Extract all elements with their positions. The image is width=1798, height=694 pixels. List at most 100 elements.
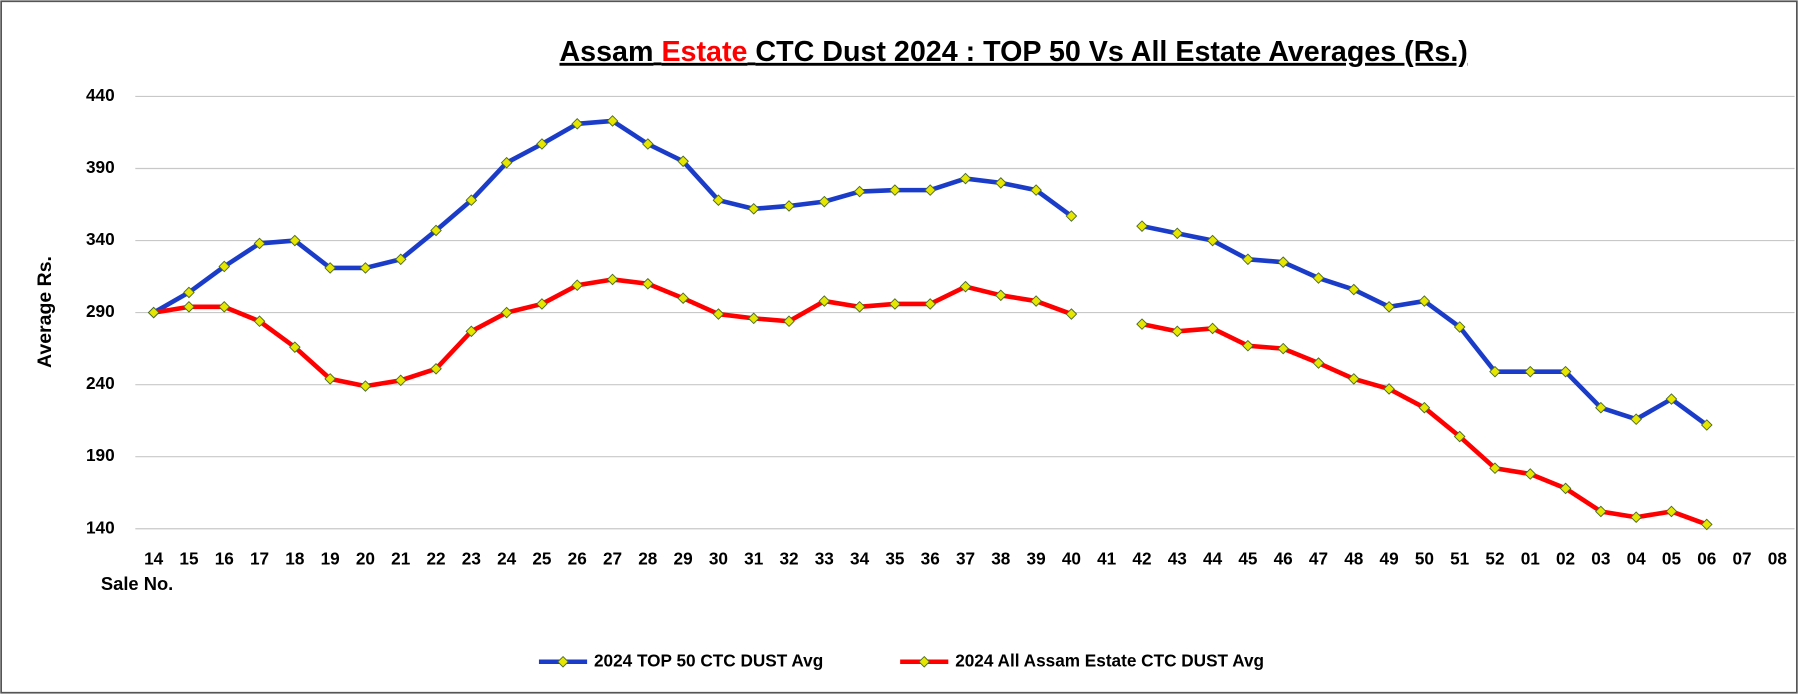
data-point bbox=[1489, 365, 1501, 378]
x-tick-label: 26 bbox=[568, 548, 587, 568]
data-point bbox=[1418, 295, 1431, 307]
data-point bbox=[1489, 462, 1501, 475]
x-tick-label: 08 bbox=[1768, 548, 1788, 568]
data-point bbox=[1065, 210, 1078, 222]
data-point bbox=[1383, 383, 1395, 395]
x-tick-label: 41 bbox=[1097, 548, 1117, 568]
data-point bbox=[394, 253, 407, 266]
data-point bbox=[183, 301, 195, 313]
y-tick-label: 340 bbox=[86, 229, 115, 249]
data-point bbox=[324, 262, 336, 274]
data-point bbox=[1595, 505, 1607, 518]
data-point bbox=[1595, 401, 1607, 414]
data-point bbox=[1700, 419, 1713, 431]
data-point bbox=[1277, 342, 1289, 355]
y-tick-label: 290 bbox=[86, 301, 115, 321]
data-point bbox=[677, 292, 689, 304]
x-tick-label: 48 bbox=[1344, 548, 1364, 568]
data-point bbox=[218, 301, 231, 313]
data-point bbox=[359, 262, 372, 274]
data-point bbox=[218, 260, 231, 273]
data-point bbox=[818, 295, 831, 307]
data-point bbox=[1347, 373, 1360, 385]
data-point bbox=[536, 138, 548, 150]
data-point bbox=[606, 273, 619, 286]
data-point bbox=[1630, 511, 1642, 524]
data-point bbox=[571, 279, 584, 292]
x-tick-label: 18 bbox=[285, 548, 305, 568]
data-point bbox=[1206, 322, 1219, 335]
data-point bbox=[1665, 505, 1678, 518]
x-tick-label: 31 bbox=[744, 548, 764, 568]
x-tick-label: 28 bbox=[638, 548, 658, 568]
data-point bbox=[606, 115, 619, 127]
x-tick-label: 30 bbox=[709, 548, 728, 568]
data-point bbox=[536, 298, 548, 310]
data-point bbox=[465, 194, 478, 207]
data-point bbox=[1171, 325, 1184, 338]
x-tick-label: 45 bbox=[1238, 548, 1258, 568]
x-tick-label: 22 bbox=[426, 548, 445, 568]
x-tick-label: 33 bbox=[815, 548, 834, 568]
data-point bbox=[677, 155, 689, 168]
legend-marker bbox=[557, 655, 569, 668]
x-tick-label: 23 bbox=[462, 548, 481, 568]
data-point bbox=[1524, 365, 1537, 378]
y-tick-label: 440 bbox=[86, 85, 115, 105]
data-point bbox=[430, 362, 442, 375]
data-point bbox=[1136, 220, 1148, 232]
data-point bbox=[994, 289, 1007, 302]
data-point bbox=[1030, 295, 1042, 307]
data-point bbox=[571, 118, 584, 130]
data-point bbox=[712, 308, 725, 320]
title-part: CTC Dust 2024 : TOP 50 Vs All Estate Ave… bbox=[755, 35, 1467, 67]
data-point bbox=[783, 200, 795, 212]
x-tick-label: 43 bbox=[1168, 548, 1187, 568]
x-tick-label: 39 bbox=[1027, 548, 1046, 568]
y-tick-label: 190 bbox=[86, 445, 115, 465]
x-tick-label: 25 bbox=[532, 548, 552, 568]
x-tick-label: 21 bbox=[391, 548, 411, 568]
x-tick-label: 40 bbox=[1062, 548, 1081, 568]
data-point bbox=[818, 195, 831, 208]
title-highlight: Estate bbox=[661, 35, 747, 67]
data-point bbox=[1453, 321, 1466, 333]
legend-label: 2024 TOP 50 CTC DUST Avg bbox=[594, 650, 823, 670]
data-point bbox=[1453, 430, 1466, 443]
x-tick-label: 44 bbox=[1203, 548, 1223, 568]
data-point bbox=[994, 177, 1007, 189]
data-point bbox=[783, 315, 795, 328]
data-point bbox=[1700, 518, 1713, 531]
x-tick-label: 27 bbox=[603, 548, 622, 568]
legend-item: 2024 All Assam Estate CTC DUST Avg bbox=[900, 650, 1264, 670]
data-point bbox=[747, 312, 760, 325]
data-point bbox=[712, 194, 725, 207]
x-tick-label: 01 bbox=[1521, 548, 1541, 568]
data-point bbox=[924, 184, 937, 196]
data-point bbox=[1242, 339, 1254, 352]
data-point bbox=[183, 286, 195, 299]
x-tick-label: 32 bbox=[779, 548, 798, 568]
data-point bbox=[924, 298, 937, 310]
x-tick-label: 52 bbox=[1485, 548, 1504, 568]
data-point bbox=[1665, 393, 1678, 405]
data-point bbox=[500, 306, 513, 319]
data-point bbox=[1347, 283, 1360, 296]
y-tick-label: 140 bbox=[86, 517, 115, 537]
data-point bbox=[1524, 468, 1537, 480]
y-tick-label: 390 bbox=[86, 157, 115, 177]
data-point bbox=[289, 341, 301, 353]
data-point bbox=[853, 185, 866, 198]
x-tick-label: 02 bbox=[1556, 548, 1575, 568]
title-part: Assam bbox=[559, 35, 653, 67]
x-axis-label: Sale No. bbox=[101, 573, 173, 594]
data-point bbox=[253, 237, 266, 250]
data-point bbox=[642, 277, 654, 290]
data-point bbox=[1312, 272, 1325, 284]
x-tick-label: 17 bbox=[250, 548, 269, 568]
x-tick-label: 49 bbox=[1380, 548, 1399, 568]
x-tick-label: 14 bbox=[144, 548, 164, 568]
data-point bbox=[1030, 184, 1042, 196]
data-point bbox=[147, 306, 160, 319]
